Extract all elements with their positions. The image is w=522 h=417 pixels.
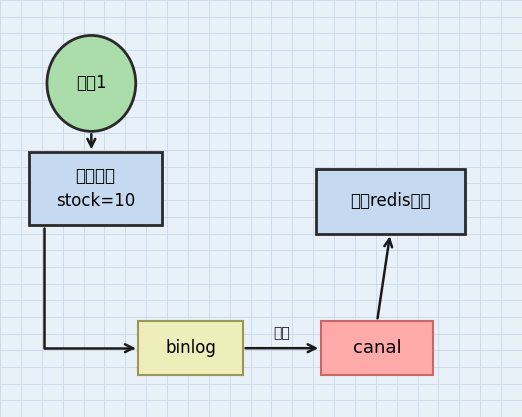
Ellipse shape (47, 35, 136, 131)
Text: 线程1: 线程1 (76, 74, 106, 93)
FancyBboxPatch shape (138, 321, 243, 375)
Text: canal: canal (353, 339, 401, 357)
Text: binlog: binlog (165, 339, 216, 357)
FancyBboxPatch shape (321, 321, 433, 375)
Text: 写数据库
stock=10: 写数据库 stock=10 (56, 167, 135, 210)
FancyBboxPatch shape (29, 152, 162, 225)
FancyBboxPatch shape (316, 169, 465, 234)
Text: 监听: 监听 (274, 327, 290, 341)
Text: 更新redis缓存: 更新redis缓存 (350, 192, 431, 210)
